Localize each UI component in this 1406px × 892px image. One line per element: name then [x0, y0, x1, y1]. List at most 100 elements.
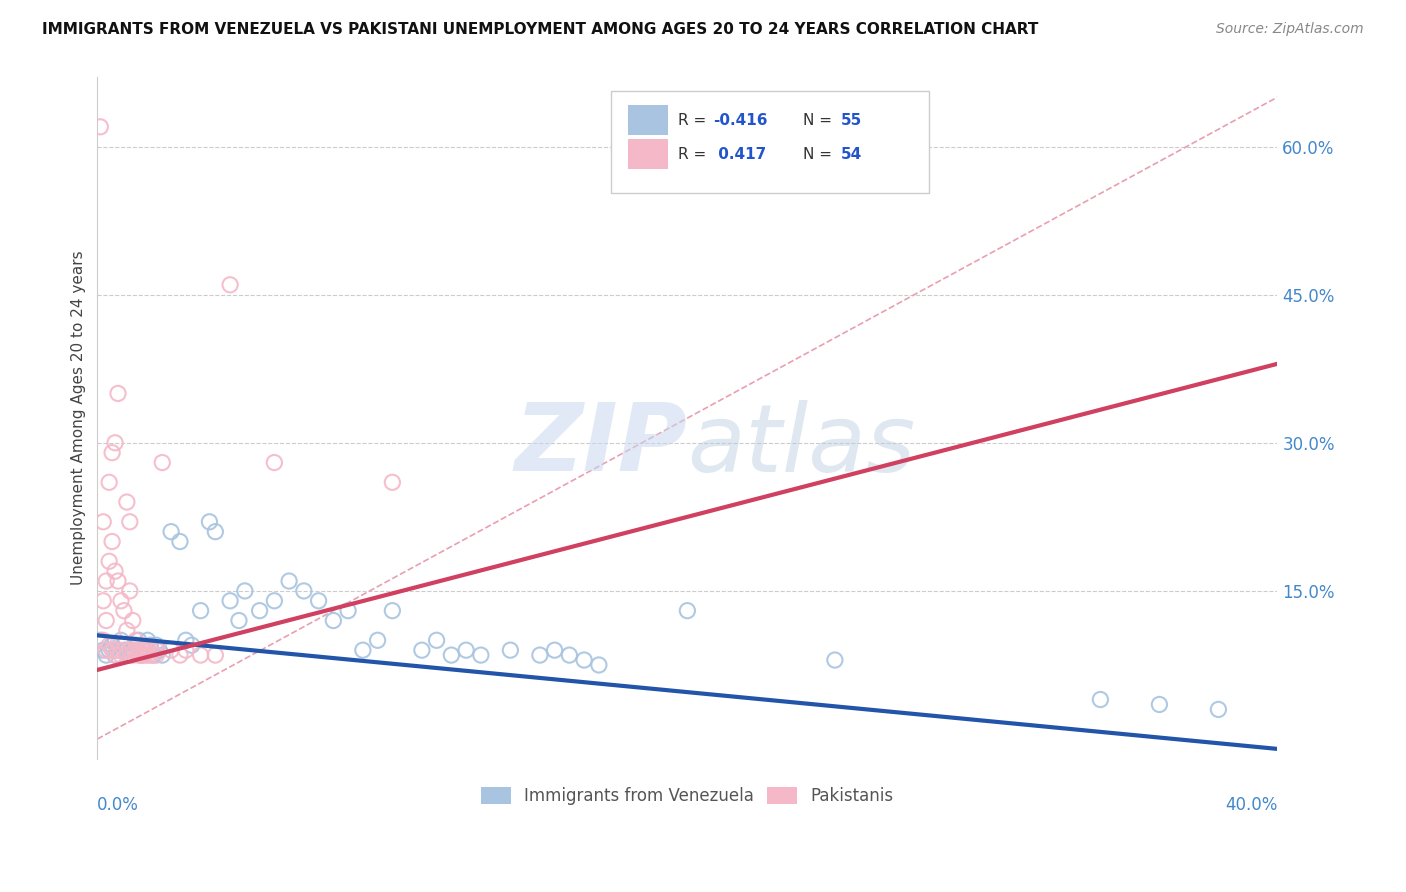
Point	[121, 648, 143, 662]
Point	[115, 495, 138, 509]
Point	[308, 594, 330, 608]
Legend: Immigrants from Venezuela, Pakistanis: Immigrants from Venezuela, Pakistanis	[481, 787, 894, 805]
Point	[219, 594, 242, 608]
Text: IMMIGRANTS FROM VENEZUELA VS PAKISTANI UNEMPLOYMENT AMONG AGES 20 TO 24 YEARS CO: IMMIGRANTS FROM VENEZUELA VS PAKISTANI U…	[42, 22, 1039, 37]
Point	[101, 534, 124, 549]
Point	[104, 648, 127, 662]
Point	[337, 604, 360, 618]
Text: Source: ZipAtlas.com: Source: ZipAtlas.com	[1216, 22, 1364, 37]
Point	[107, 643, 129, 657]
Text: 54: 54	[841, 147, 862, 162]
Point	[91, 594, 114, 608]
Point	[118, 583, 141, 598]
FancyBboxPatch shape	[628, 105, 668, 136]
Point	[104, 648, 127, 662]
Text: N =: N =	[803, 147, 837, 162]
Point	[91, 633, 114, 648]
Point	[529, 648, 551, 662]
Point	[89, 633, 111, 648]
Point	[98, 643, 121, 657]
Point	[263, 594, 285, 608]
Point	[142, 648, 165, 662]
Point	[104, 564, 127, 578]
Point	[543, 643, 565, 657]
Point	[128, 633, 150, 648]
Point	[110, 633, 132, 648]
Point	[118, 515, 141, 529]
Point	[456, 643, 478, 657]
Point	[824, 653, 846, 667]
Point	[107, 643, 129, 657]
Point	[98, 638, 121, 652]
Point	[112, 604, 135, 618]
Point	[139, 648, 162, 662]
Point	[588, 657, 610, 672]
Point	[136, 648, 159, 662]
Text: 0.0%: 0.0%	[97, 797, 139, 814]
Point	[499, 643, 522, 657]
Point	[228, 614, 250, 628]
Point	[139, 643, 162, 657]
Point	[263, 456, 285, 470]
Text: 55: 55	[841, 113, 862, 128]
Text: -0.416: -0.416	[713, 113, 768, 128]
Point	[367, 633, 389, 648]
Point	[145, 648, 167, 662]
Point	[136, 633, 159, 648]
Point	[180, 638, 202, 652]
FancyBboxPatch shape	[610, 91, 929, 194]
Point	[174, 643, 197, 657]
Point	[134, 643, 156, 657]
Point	[558, 648, 581, 662]
Point	[121, 643, 143, 657]
Point	[174, 633, 197, 648]
Point	[148, 643, 170, 657]
Point	[676, 604, 699, 618]
Point	[322, 614, 344, 628]
Point	[1090, 692, 1112, 706]
Point	[411, 643, 433, 657]
Point	[145, 643, 167, 657]
Point	[121, 614, 143, 628]
Point	[1208, 702, 1230, 716]
Point	[96, 614, 118, 628]
Text: R =: R =	[678, 147, 711, 162]
Point	[107, 386, 129, 401]
Point	[110, 594, 132, 608]
Point	[91, 515, 114, 529]
Point	[89, 120, 111, 134]
Point	[190, 604, 212, 618]
Point	[101, 638, 124, 652]
Point	[112, 638, 135, 652]
Point	[160, 524, 183, 539]
Point	[98, 475, 121, 490]
Point	[110, 648, 132, 662]
Text: N =: N =	[803, 113, 837, 128]
Point	[292, 583, 315, 598]
Point	[98, 554, 121, 568]
Point	[104, 435, 127, 450]
Point	[169, 648, 191, 662]
Point	[115, 648, 138, 662]
Point	[134, 648, 156, 662]
Point	[96, 643, 118, 657]
Point	[96, 648, 118, 662]
Text: ZIP: ZIP	[515, 400, 688, 491]
Point	[96, 574, 118, 588]
Point	[198, 515, 221, 529]
Point	[278, 574, 301, 588]
Point	[125, 633, 148, 648]
Point	[107, 574, 129, 588]
Point	[233, 583, 256, 598]
Point	[204, 648, 226, 662]
Point	[169, 534, 191, 549]
Point	[112, 643, 135, 657]
Point	[1149, 698, 1171, 712]
Point	[381, 604, 404, 618]
Point	[115, 643, 138, 657]
Point	[131, 648, 153, 662]
Point	[352, 643, 374, 657]
Point	[150, 648, 173, 662]
Point	[131, 643, 153, 657]
Point	[219, 277, 242, 292]
